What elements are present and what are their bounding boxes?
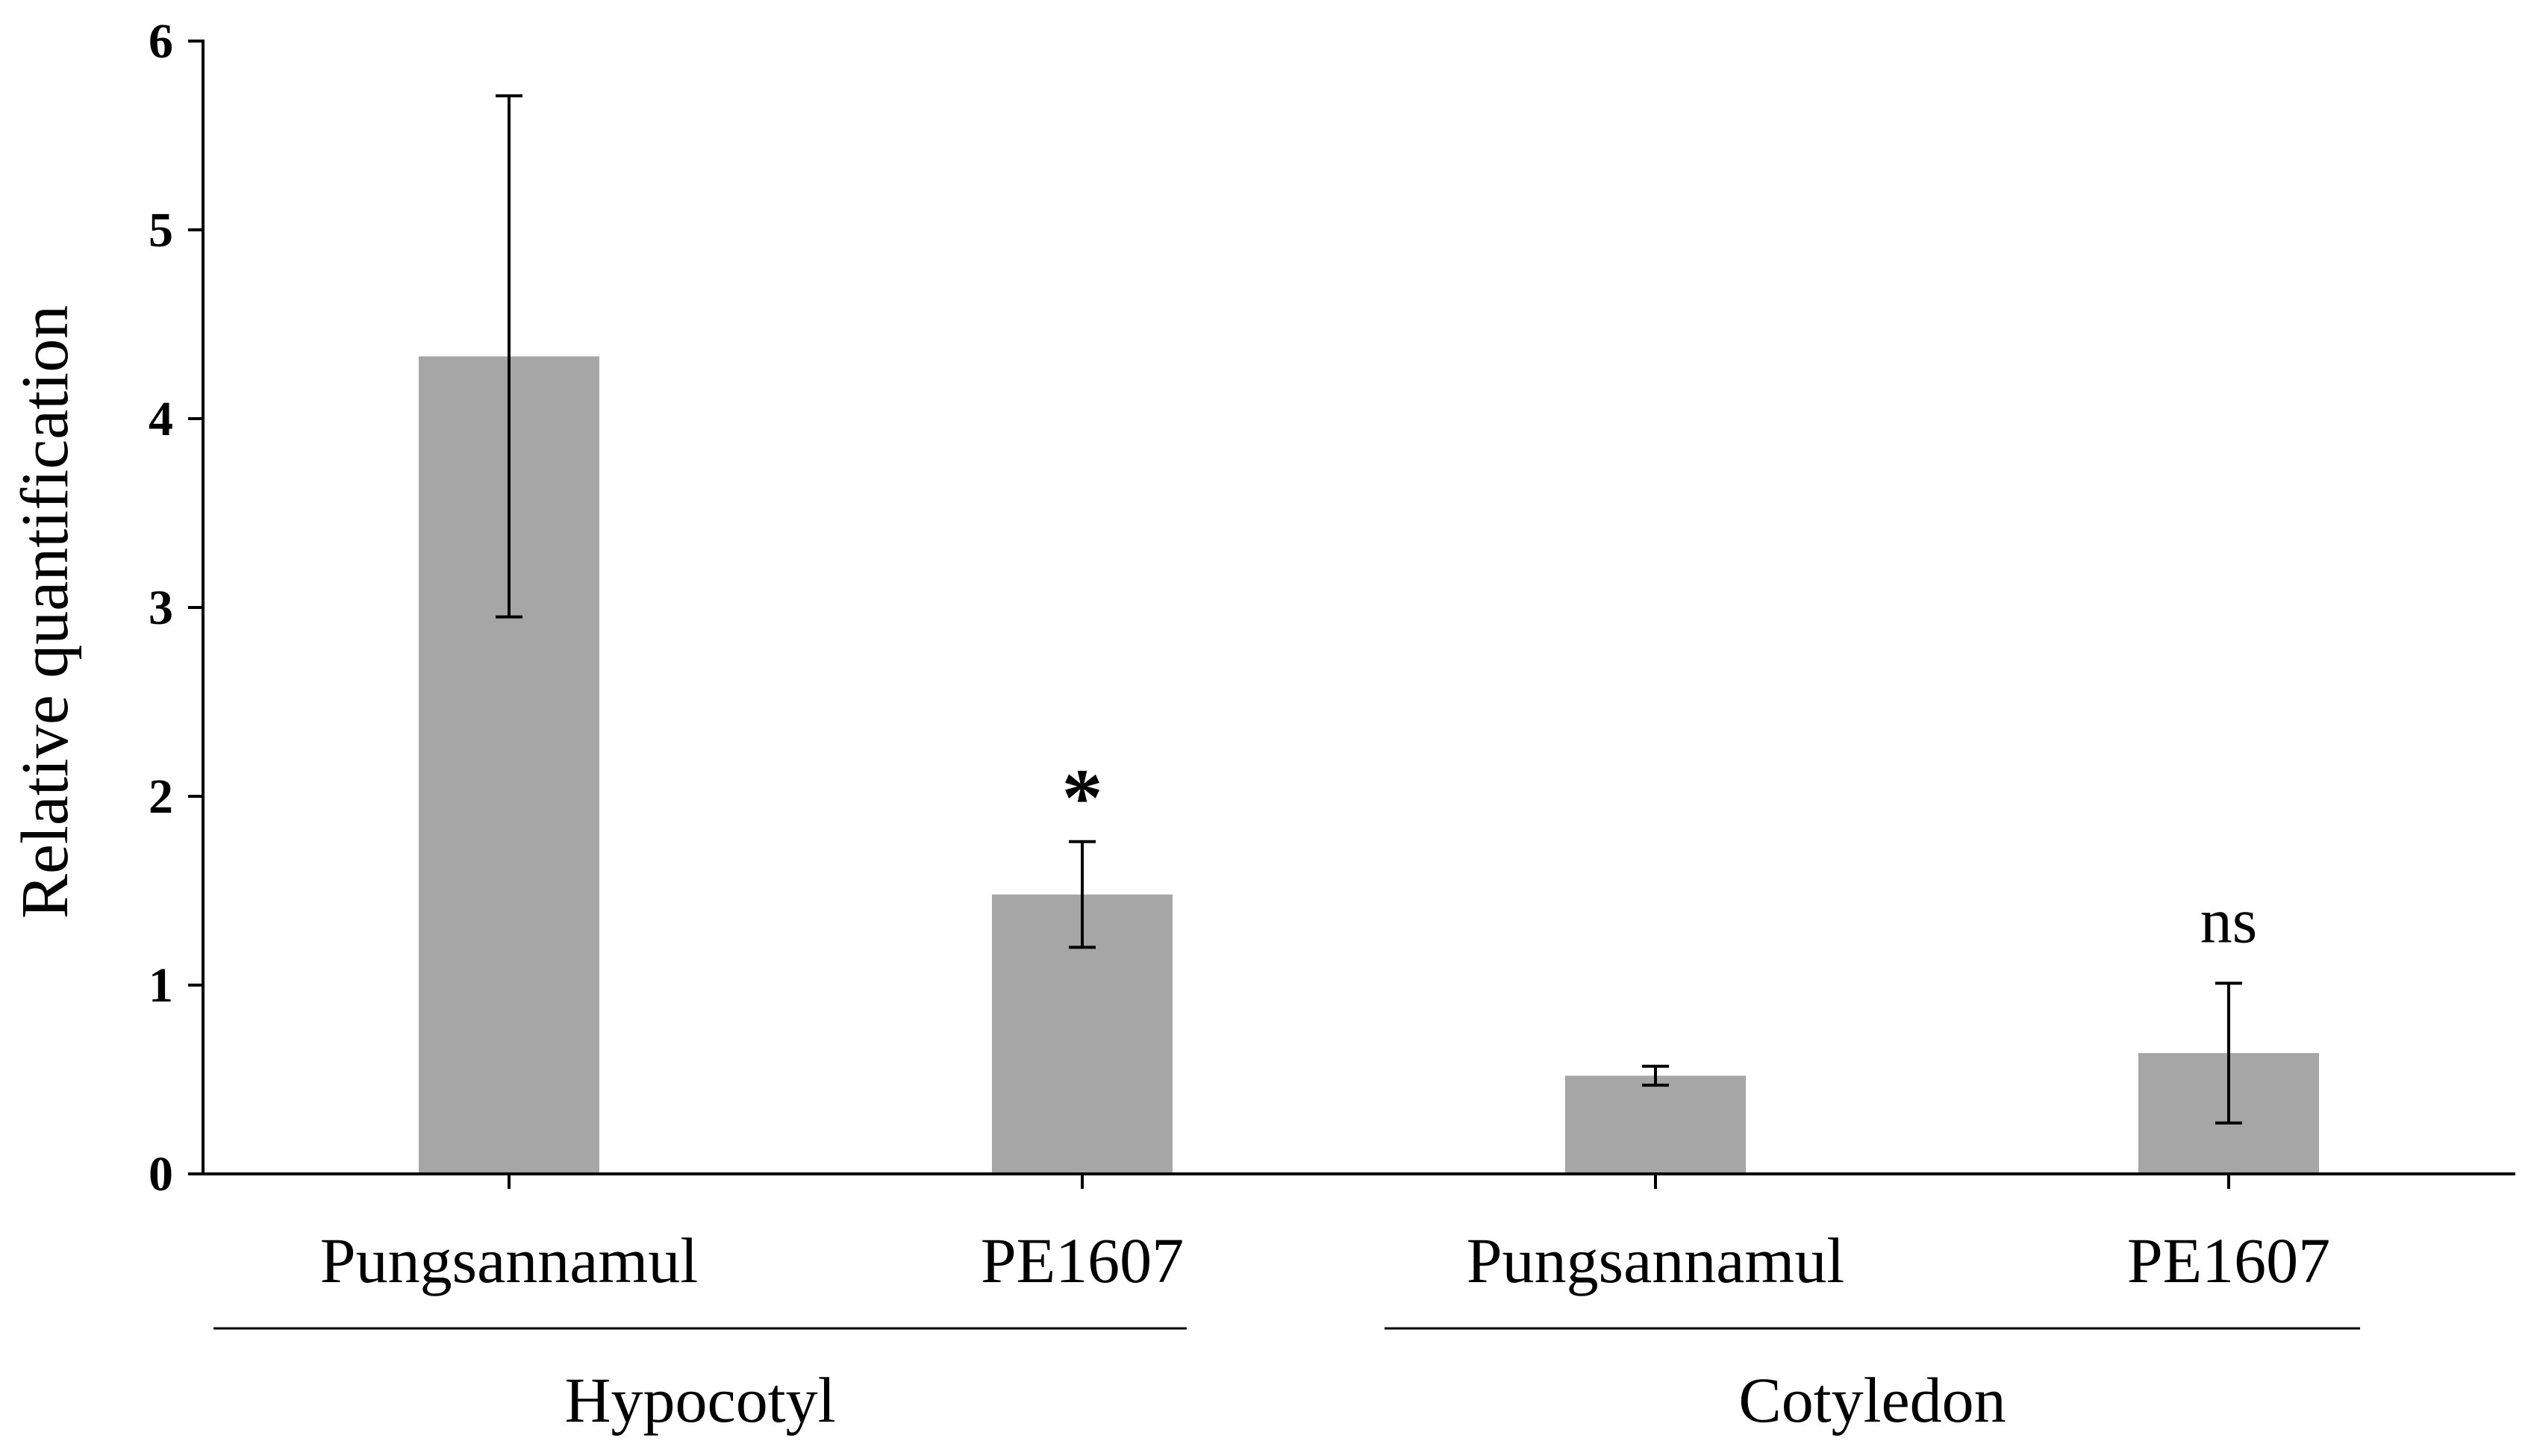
y-tick-label-4: 4	[149, 392, 173, 446]
annotation-2: *	[1062, 752, 1103, 843]
group-label-hypocotyl: Hypocotyl	[564, 1364, 835, 1436]
x-tick-label-3: Pungsannamul	[1467, 1225, 1844, 1296]
y-tick-label-5: 5	[149, 203, 173, 257]
x-tick-label-4: PE1607	[2127, 1225, 2330, 1296]
group-label-cotyledon: Cotyledon	[1738, 1364, 2006, 1436]
x-tick-label-2: PE1607	[981, 1225, 1184, 1296]
y-tick-label-0: 0	[149, 1147, 173, 1202]
x-tick-label-1: Pungsannamul	[320, 1225, 698, 1296]
plot-area: 0 1 2 3 4 5 6 Pungsannamul PE1607 Pungsannamul PE1…	[149, 14, 2515, 1436]
y-axis-label: Relative quantification	[8, 305, 82, 919]
y-tick-label-6: 6	[149, 14, 173, 69]
annotation-4: ns	[2200, 884, 2257, 956]
bar-3	[1565, 1075, 1746, 1174]
y-tick-label-1: 1	[149, 958, 173, 1013]
y-tick-label-3: 3	[149, 581, 173, 635]
y-tick-label-2: 2	[149, 769, 173, 824]
